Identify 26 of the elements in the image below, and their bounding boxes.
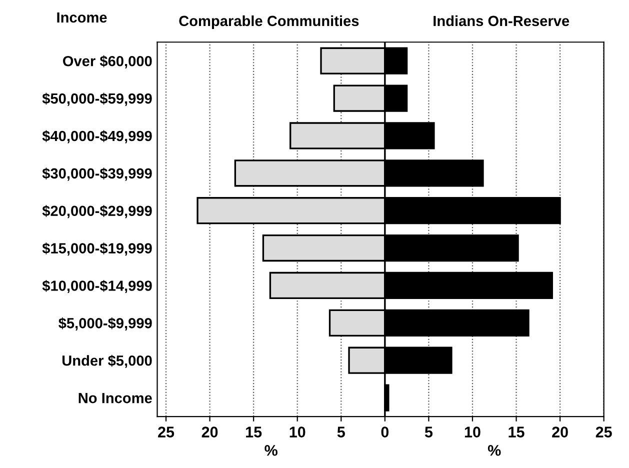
x-tick-label: 25 xyxy=(158,426,174,438)
y-tick-label: Under $5,000 xyxy=(62,354,152,368)
series-label: Comparable Communities xyxy=(179,15,359,30)
text: % xyxy=(488,445,501,456)
y-tick-label: $50,000-$59,999 xyxy=(42,92,152,106)
x-tick-label: 5 xyxy=(337,426,345,438)
x-tick-label: 20 xyxy=(202,426,218,438)
y-tick-label: $15,000-$19,999 xyxy=(42,242,152,256)
x-tick-label: 20 xyxy=(552,426,568,438)
y-tick-label: $30,000-$39,999 xyxy=(42,168,152,181)
y-tick-label: $20,000-$29,999 xyxy=(42,205,152,218)
y-tick-label: $5,000-$9,999 xyxy=(58,317,152,330)
y-tick-label: $10,000-$14,999 xyxy=(42,280,152,294)
x-tick-label: 5 xyxy=(424,426,433,438)
y-tick-label: Over $60,000 xyxy=(62,55,152,68)
y-tick-label: No Income xyxy=(78,393,152,404)
x-tick-label: 10 xyxy=(464,426,480,438)
x-tick-label: 15 xyxy=(246,426,262,438)
x-tick-label: 10 xyxy=(290,426,306,438)
x-tick-label: 25 xyxy=(596,426,612,438)
y-axis-title: Income xyxy=(57,12,107,23)
x-axis-title: % xyxy=(264,445,278,456)
x-tick-label: 15 xyxy=(508,426,524,438)
y-tick-label: $40,000-$49,999 xyxy=(42,130,152,144)
x-tick-label: 0 xyxy=(381,426,389,438)
text: Indians On-Reserve xyxy=(434,15,570,26)
